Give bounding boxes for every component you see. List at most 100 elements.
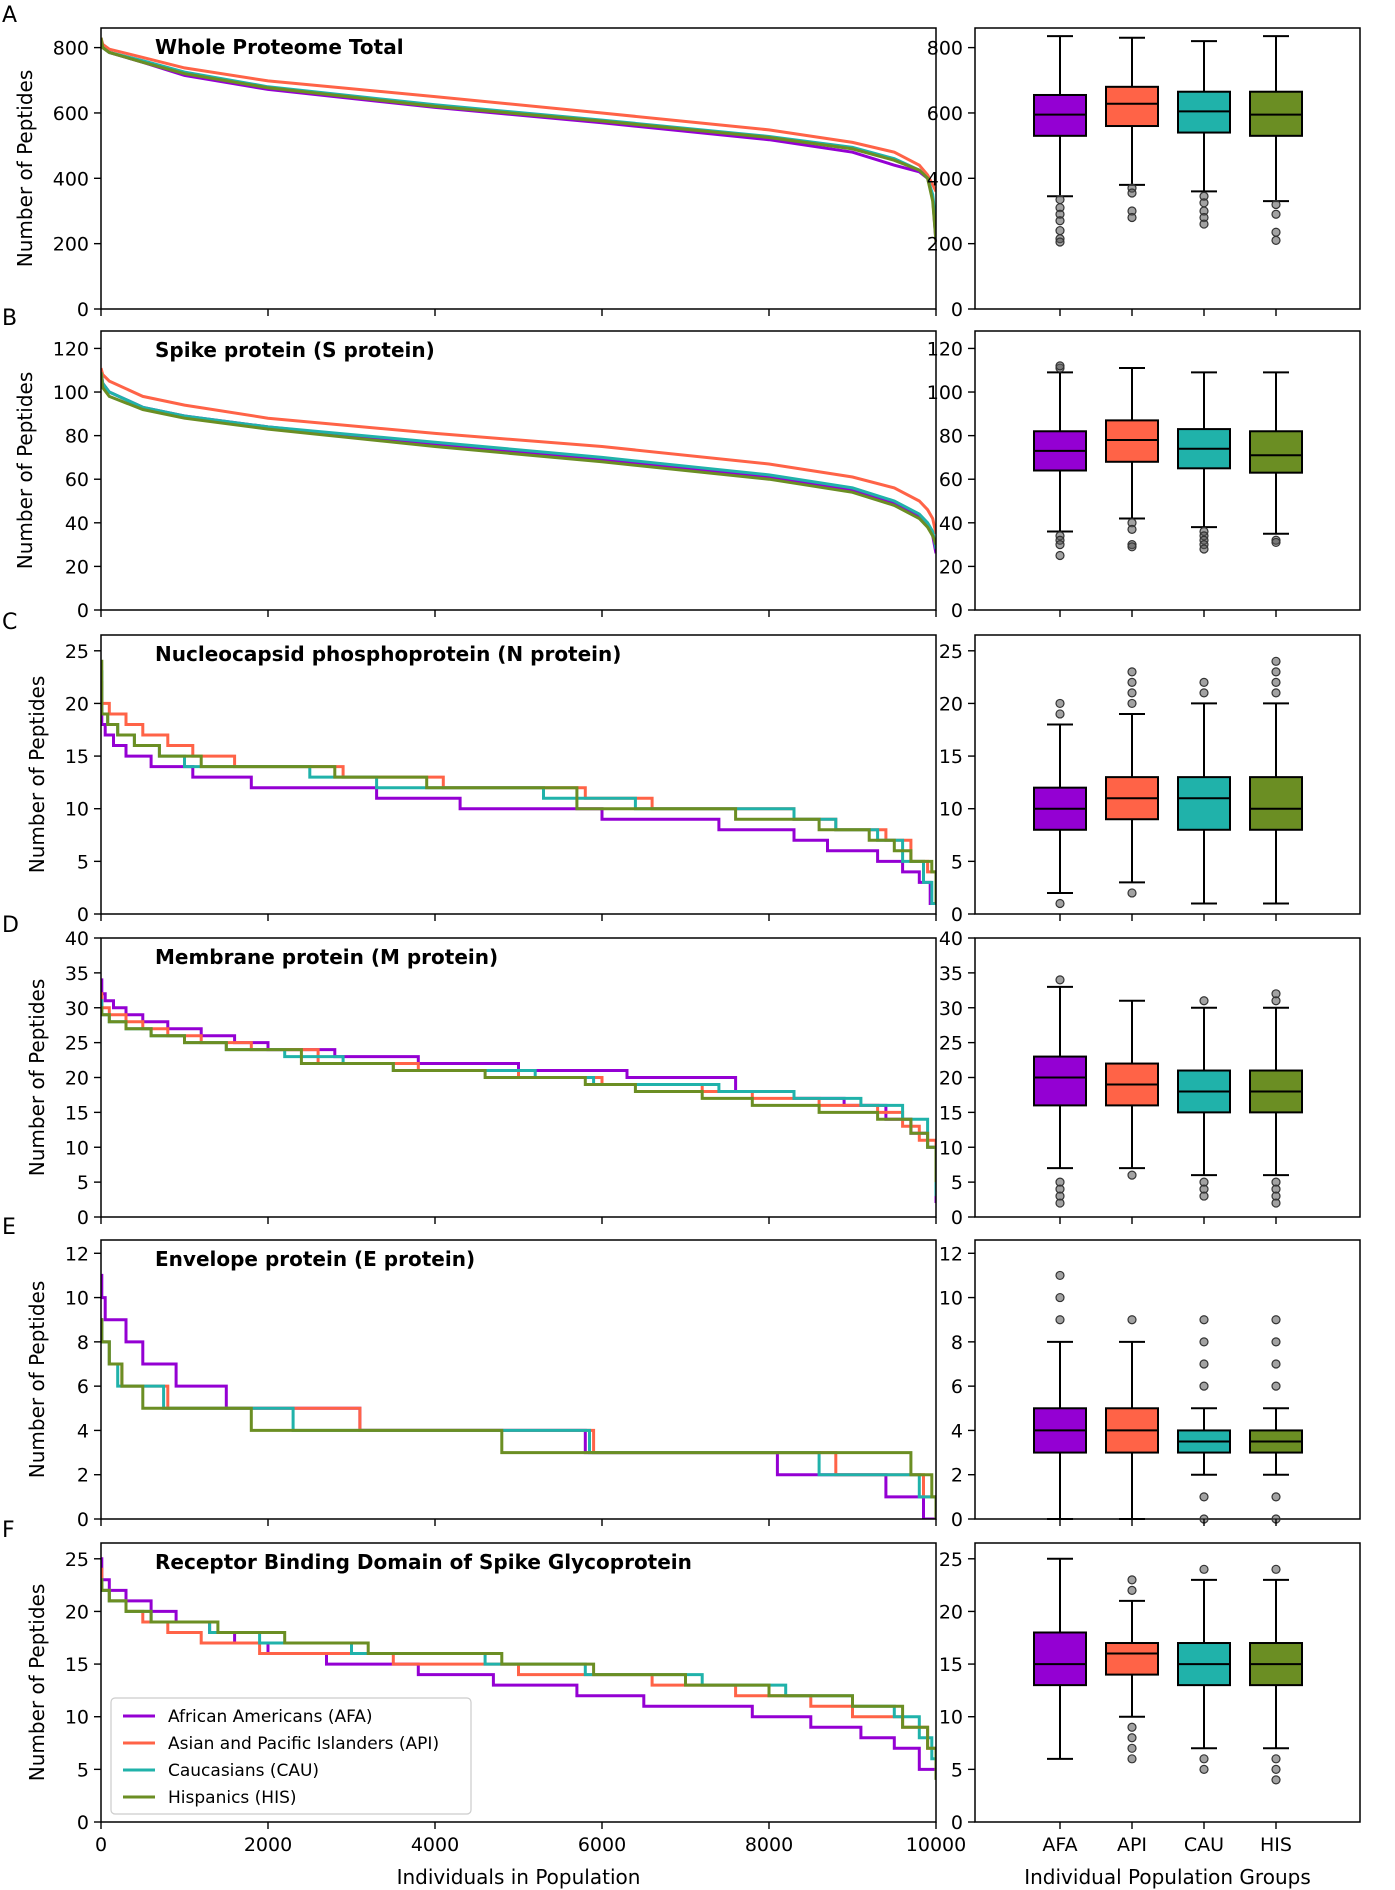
flier-point xyxy=(1199,1564,1209,1574)
panel-C: C Nucleocapsid phosphoprotein (N protein)… xyxy=(2,610,1361,926)
flier-point xyxy=(1055,898,1065,909)
boxplot-API xyxy=(1105,1315,1159,1520)
box-y-tick-label: 5 xyxy=(951,1172,963,1194)
y-tick-label: 10 xyxy=(65,1288,89,1310)
y-axis-label: Number of Peptides xyxy=(13,70,37,268)
x-tick-label: 4000 xyxy=(411,1834,459,1856)
box-y-tick-label: 10 xyxy=(939,1288,963,1310)
box-y-tick-label: 10 xyxy=(939,799,963,821)
box-y-tick-label: 25 xyxy=(939,641,963,663)
box-iqr xyxy=(1105,419,1159,463)
y-tick-label: 20 xyxy=(65,1601,89,1623)
box-y-tick-label: 2 xyxy=(951,1465,963,1487)
flier-point xyxy=(1271,1381,1281,1391)
y-tick-label: 400 xyxy=(53,168,89,190)
y-tick-label: 6 xyxy=(77,1376,89,1398)
box-y-tick-label: 40 xyxy=(939,513,963,535)
x-tick-label: 6000 xyxy=(578,1834,626,1856)
y-tick-label: 4 xyxy=(77,1420,89,1442)
flier-point xyxy=(1127,1170,1137,1180)
y-axis-label: Number of Peptides xyxy=(13,372,37,570)
panel-title: Whole Proteome Total xyxy=(155,35,404,59)
box-y-tick-label: 10 xyxy=(939,1707,963,1729)
right-axes-frame xyxy=(974,1542,1361,1823)
box-y-tick-label: 10 xyxy=(939,1137,963,1159)
boxplot-API xyxy=(1105,999,1159,1180)
y-tick-label: 0 xyxy=(77,1207,89,1229)
panel-title: Nucleocapsid phosphoprotein (N protein) xyxy=(155,642,621,666)
flier-point xyxy=(1127,1754,1137,1764)
flier-point xyxy=(1127,1315,1137,1325)
series-line-AFA xyxy=(101,978,936,1203)
y-tick-label: 10 xyxy=(65,799,89,821)
box-y-tick-label: 60 xyxy=(939,469,963,491)
box-y-tick-label: 6 xyxy=(951,1376,963,1398)
flier-point xyxy=(1271,1315,1281,1325)
legend-label-API: Asian and Pacific Islanders (API) xyxy=(168,1734,439,1754)
flier-point xyxy=(1199,198,1209,208)
flier-point xyxy=(1055,1292,1065,1303)
flier-point xyxy=(1127,1585,1137,1595)
flier-point xyxy=(1127,542,1137,552)
boxplot-AFA xyxy=(1033,698,1087,909)
y-tick-label: 0 xyxy=(77,904,89,926)
flier-point xyxy=(1127,698,1137,709)
box-y-tick-label: 0 xyxy=(951,904,963,926)
y-tick-label: 15 xyxy=(65,1102,89,1124)
flier-point xyxy=(1055,1198,1065,1208)
flier-point xyxy=(1127,188,1137,198)
box-y-tick-label: 800 xyxy=(927,38,963,60)
y-tick-label: 2 xyxy=(77,1465,89,1487)
y-axis-label: Number of Peptides xyxy=(25,676,49,874)
y-tick-label: 0 xyxy=(77,1812,89,1834)
flier-point xyxy=(1271,677,1281,687)
y-tick-label: 0 xyxy=(77,299,89,321)
box-y-tick-label: 200 xyxy=(927,234,963,256)
line-series-group xyxy=(101,978,936,1203)
line-series-group xyxy=(101,659,936,905)
box-iqr xyxy=(1033,1631,1087,1687)
y-tick-label: 120 xyxy=(53,338,89,360)
boxplot-AFA xyxy=(1033,35,1087,247)
boxplot-AFA xyxy=(1033,1270,1087,1520)
flier-point xyxy=(1199,219,1209,229)
flier-point xyxy=(1271,227,1281,237)
line-series-group xyxy=(101,1557,936,1780)
y-tick-label: 80 xyxy=(65,426,89,448)
flier-point xyxy=(1199,1764,1209,1774)
box-y-tick-label: 20 xyxy=(939,1601,963,1623)
flier-point xyxy=(1055,709,1065,719)
flier-point xyxy=(1199,1492,1209,1502)
flier-point xyxy=(1271,1754,1281,1764)
box-y-tick-label: 25 xyxy=(939,1549,963,1571)
flier-point xyxy=(1055,194,1065,205)
x-axis-label-right: Individual Population Groups xyxy=(1024,1865,1311,1889)
flier-point xyxy=(1271,989,1281,999)
legend-box xyxy=(110,1697,472,1815)
flier-point xyxy=(1271,667,1281,677)
flier-point xyxy=(1271,235,1281,245)
flier-point xyxy=(1055,361,1065,371)
box-y-tick-label: 30 xyxy=(939,998,963,1020)
y-tick-label: 5 xyxy=(77,851,89,873)
box-y-tick-label: 15 xyxy=(939,746,963,768)
box-y-tick-label: 0 xyxy=(951,1509,963,1531)
flier-point xyxy=(1271,537,1281,548)
box-y-tick-label: 0 xyxy=(951,299,963,321)
flier-point xyxy=(1199,1337,1209,1347)
panel-letter: D xyxy=(2,913,19,938)
box-y-tick-label: 400 xyxy=(927,168,963,190)
box-x-tick-label: AFA xyxy=(1042,1834,1077,1856)
panel-letter: A xyxy=(2,3,17,28)
boxplot-API xyxy=(1105,667,1159,898)
box-y-tick-label: 0 xyxy=(951,1812,963,1834)
box-iqr xyxy=(1249,430,1303,474)
box-y-tick-label: 100 xyxy=(927,382,963,404)
y-tick-label: 15 xyxy=(65,1654,89,1676)
flier-point xyxy=(1127,667,1137,677)
flier-point xyxy=(1127,1722,1137,1732)
y-tick-label: 5 xyxy=(77,1172,89,1194)
boxplot-CAU xyxy=(1177,1315,1231,1524)
box-y-tick-label: 15 xyxy=(939,1654,963,1676)
